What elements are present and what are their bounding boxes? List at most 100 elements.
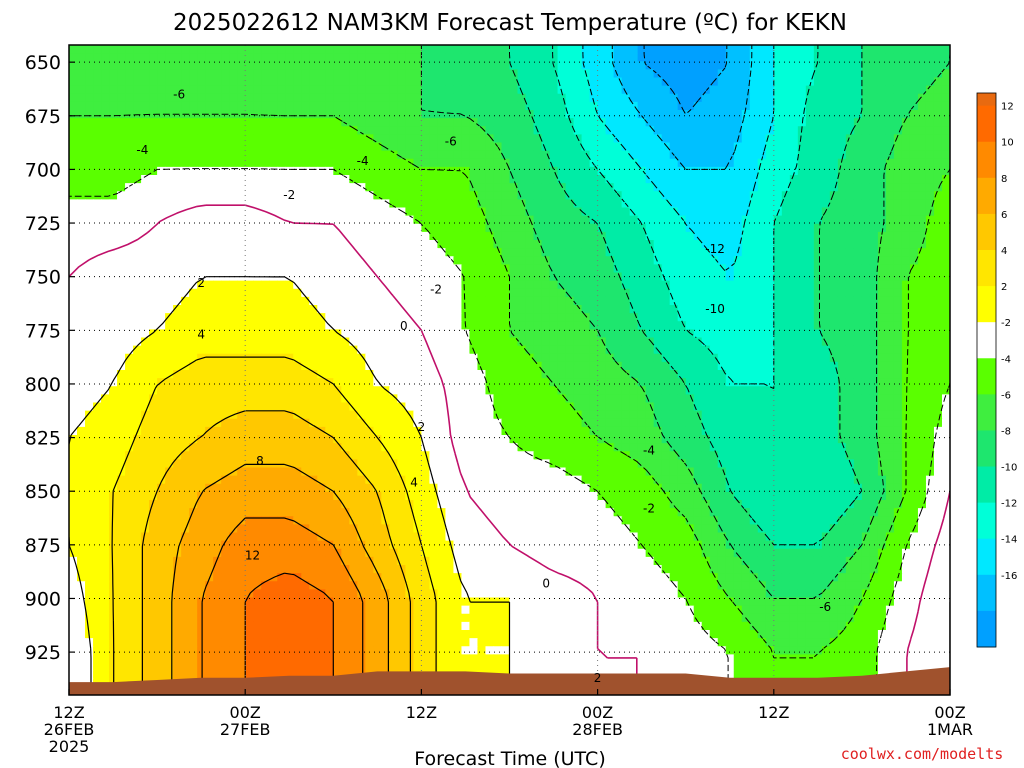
temperature-cell xyxy=(677,118,687,127)
temperature-cell xyxy=(893,337,903,347)
temperature-cell xyxy=(613,231,623,241)
temperature-cell xyxy=(493,313,503,322)
temperature-cell xyxy=(453,126,463,135)
temperature-cell xyxy=(437,321,447,330)
temperature-cell xyxy=(141,353,150,363)
temperature-cell xyxy=(373,69,382,79)
temperature-cell xyxy=(909,150,919,160)
temperature-cell xyxy=(757,158,767,168)
temperature-cell xyxy=(125,101,134,111)
temperature-cell xyxy=(285,118,294,127)
temperature-cell xyxy=(357,329,366,339)
temperature-cell xyxy=(109,134,118,144)
temperature-cell xyxy=(245,337,254,347)
temperature-cell xyxy=(485,101,495,111)
temperature-cell xyxy=(933,150,943,160)
temperature-cell xyxy=(477,223,487,233)
temperature-cell xyxy=(365,402,374,412)
temperature-cell xyxy=(885,101,895,111)
temperature-cell xyxy=(749,207,759,217)
temperature-cell xyxy=(85,248,94,257)
temperature-cell xyxy=(885,378,895,387)
temperature-cell xyxy=(149,134,158,144)
temperature-cell xyxy=(77,280,86,290)
temperature-cell xyxy=(405,183,414,192)
temperature-cell xyxy=(293,199,302,209)
temperature-cell xyxy=(493,280,503,290)
temperature-cell xyxy=(613,191,623,200)
temperature-cell xyxy=(629,231,639,241)
temperature-cell xyxy=(797,240,807,249)
temperature-cell xyxy=(621,248,631,257)
temperature-cell xyxy=(901,353,911,363)
temperature-cell xyxy=(221,85,230,95)
temperature-cell xyxy=(933,313,943,322)
temperature-cell xyxy=(101,378,110,387)
temperature-cell xyxy=(309,215,318,225)
temperature-cell xyxy=(77,370,86,379)
temperature-cell xyxy=(429,337,439,347)
temperature-cell xyxy=(381,248,390,257)
temperature-cell xyxy=(101,110,110,119)
temperature-cell xyxy=(845,248,855,257)
temperature-cell xyxy=(389,305,398,314)
temperature-cell xyxy=(317,321,326,330)
temperature-cell xyxy=(565,386,575,395)
temperature-cell xyxy=(293,280,302,290)
temperature-cell xyxy=(637,207,647,217)
temperature-cell xyxy=(301,150,310,160)
temperature-cell xyxy=(477,361,487,371)
temperature-cell xyxy=(629,110,639,119)
temperature-cell xyxy=(77,101,86,111)
temperature-cell xyxy=(125,191,134,200)
temperature-cell xyxy=(589,256,599,265)
temperature-cell xyxy=(925,158,935,168)
temperature-cell xyxy=(277,45,286,54)
temperature-cell xyxy=(749,134,759,144)
temperature-cell xyxy=(117,61,126,70)
temperature-cell xyxy=(421,231,431,241)
temperature-cell xyxy=(453,378,463,387)
temperature-cell xyxy=(653,142,663,152)
temperature-cell xyxy=(685,150,695,160)
temperature-cell xyxy=(525,313,535,322)
temperature-cell xyxy=(413,288,422,298)
temperature-cell xyxy=(253,353,262,363)
temperature-cell xyxy=(829,166,839,176)
temperature-cell xyxy=(125,134,134,144)
temperature-cell xyxy=(317,272,326,282)
temperature-cell xyxy=(733,183,743,192)
temperature-cell xyxy=(629,305,639,314)
temperature-cell xyxy=(797,313,807,322)
temperature-cell xyxy=(661,353,671,363)
temperature-cell xyxy=(469,280,479,290)
temperature-cell xyxy=(149,264,158,274)
temperature-cell xyxy=(213,313,222,322)
temperature-cell xyxy=(837,207,847,217)
temperature-cell xyxy=(149,345,158,355)
temperature-cell xyxy=(693,231,703,241)
temperature-cell xyxy=(165,288,174,298)
temperature-cell xyxy=(397,256,406,265)
temperature-cell xyxy=(197,256,206,265)
temperature-cell xyxy=(901,61,911,70)
temperature-cell xyxy=(165,101,174,111)
temperature-cell xyxy=(933,394,943,404)
temperature-cell xyxy=(861,110,871,119)
temperature-cell xyxy=(477,321,487,330)
temperature-cell xyxy=(277,345,286,355)
temperature-cell xyxy=(261,158,270,168)
temperature-cell xyxy=(341,166,350,176)
temperature-cell xyxy=(197,110,206,119)
temperature-cell xyxy=(725,93,735,103)
temperature-cell xyxy=(381,110,390,119)
temperature-cell xyxy=(501,85,511,95)
temperature-cell xyxy=(453,313,463,322)
temperature-cell xyxy=(893,361,903,371)
temperature-cell xyxy=(661,142,671,152)
temperature-cell xyxy=(789,370,799,379)
temperature-cell xyxy=(69,126,78,135)
temperature-cell xyxy=(413,45,422,54)
temperature-cell xyxy=(389,175,398,184)
temperature-cell xyxy=(437,101,447,111)
